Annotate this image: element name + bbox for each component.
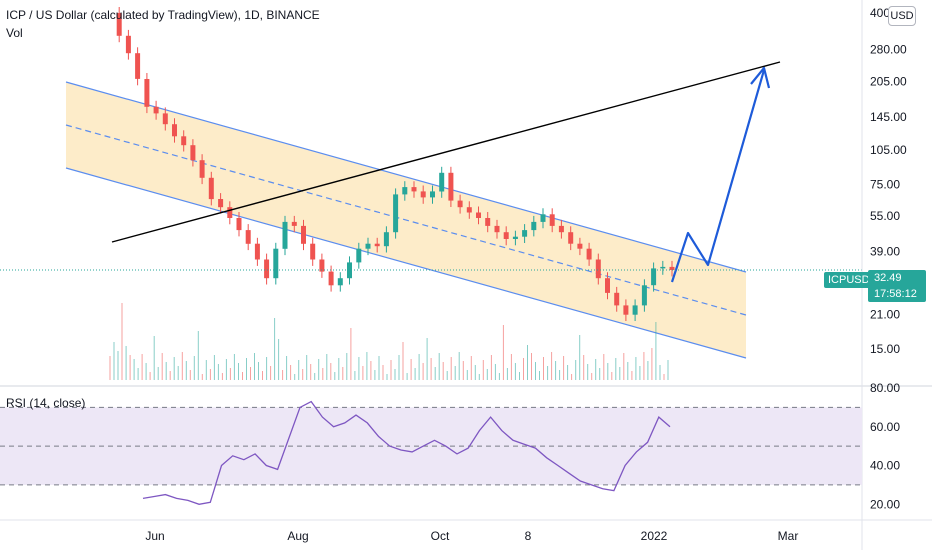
price-tick-label: 55.00 — [870, 209, 900, 223]
candle-body — [614, 292, 620, 306]
rsi-label: RSI (14, close) — [6, 396, 86, 410]
price-tick-label: 145.00 — [870, 110, 907, 124]
candle-body — [245, 230, 251, 244]
candle-body — [356, 248, 362, 263]
candle-body — [466, 207, 472, 213]
price-tick-label: 280.00 — [870, 43, 907, 57]
candle-body — [531, 221, 537, 231]
candle-body — [236, 218, 242, 231]
candle-body — [291, 221, 297, 226]
candle-body — [411, 187, 417, 192]
candle-body — [540, 214, 546, 222]
candle-body — [374, 243, 380, 247]
candle-body — [448, 172, 454, 201]
time-tick-label: Oct — [431, 529, 450, 543]
candle-body — [651, 268, 657, 286]
bar-countdown: 17:58:12 — [874, 288, 917, 300]
trendline — [111, 61, 781, 243]
candle-body — [181, 136, 187, 146]
candle-body — [273, 248, 279, 279]
rsi-tick-label: 40.00 — [870, 459, 900, 473]
price-tick-label: 75.00 — [870, 177, 900, 191]
price-tick-label: 39.00 — [870, 244, 900, 258]
candle-body — [162, 113, 168, 125]
candle-body — [439, 172, 445, 192]
candle-body — [282, 221, 288, 249]
candle-body — [125, 35, 131, 54]
candle-body — [310, 243, 316, 260]
rsi-tick-label: 60.00 — [870, 420, 900, 434]
candle-body — [135, 53, 141, 79]
candle-body — [577, 243, 583, 249]
rsi-line — [142, 400, 671, 505]
candle-body — [457, 200, 463, 208]
candle-body — [190, 145, 196, 161]
candle-body — [328, 271, 334, 286]
candle-body — [632, 305, 638, 315]
price-tick-label: 105.00 — [870, 143, 907, 157]
time-tick-label: 8 — [525, 529, 532, 543]
projection-path — [670, 69, 766, 283]
channel-upper-line — [65, 81, 747, 273]
last-price-box: 32.49 17:58:12 — [868, 270, 926, 302]
price-tick-label: 21.00 — [870, 308, 900, 322]
symbol-price-tag: ICPUSD — [824, 272, 874, 288]
candle-body — [116, 13, 122, 36]
candle-body — [420, 191, 426, 198]
candle-body — [254, 243, 260, 260]
time-tick-label: Jun — [145, 529, 164, 543]
candle-body — [172, 124, 177, 137]
rsi-tick-label: 80.00 — [870, 381, 900, 395]
candle-body — [199, 160, 205, 178]
candle-body — [522, 230, 528, 237]
candle-body — [430, 191, 435, 198]
candle-body — [669, 266, 675, 270]
candle-body — [383, 232, 389, 247]
candle-body — [153, 106, 159, 114]
chart-title: ICP / US Dollar (calculated by TradingVi… — [6, 8, 320, 22]
time-tick-label: 2022 — [641, 529, 668, 543]
candle-body — [347, 262, 352, 279]
time-tick-label: Mar — [778, 529, 799, 543]
candle-body — [586, 248, 592, 260]
time-tick-label: Aug — [287, 529, 308, 543]
candle-body — [494, 225, 500, 233]
candle-body — [641, 285, 647, 306]
candle-body — [595, 259, 601, 279]
candle-body — [558, 225, 564, 233]
candle-body — [568, 232, 574, 244]
candle-body — [319, 259, 325, 272]
volume-label: Vol — [6, 26, 23, 40]
candle-body — [301, 225, 306, 244]
candle-body — [512, 236, 518, 239]
candle-body — [476, 212, 481, 218]
projection-arrowhead — [750, 66, 771, 89]
candle-body — [208, 177, 214, 200]
last-price-value: 32.49 — [874, 272, 902, 284]
candle-body — [337, 278, 343, 286]
candle-body — [365, 243, 371, 249]
candle-body — [660, 266, 666, 269]
channel-lower-line — [65, 167, 747, 359]
candle-body — [485, 218, 491, 226]
channel-median-line — [65, 124, 747, 316]
candle-body — [605, 278, 610, 293]
currency-badge[interactable]: USD — [888, 6, 916, 26]
candle-body — [549, 214, 555, 226]
candle-body — [264, 259, 270, 279]
rsi-tick-label: 20.00 — [870, 497, 900, 511]
candle-body — [218, 199, 224, 208]
candle-body — [402, 187, 408, 195]
price-tick-label: 15.00 — [870, 342, 900, 356]
candle-body — [623, 305, 629, 315]
candle-body — [393, 194, 399, 233]
rsi-band-fill — [0, 407, 862, 485]
candle-body — [503, 232, 509, 239]
price-tick-label: 205.00 — [870, 74, 907, 88]
candle-body — [227, 207, 233, 218]
candle-body — [144, 79, 150, 107]
